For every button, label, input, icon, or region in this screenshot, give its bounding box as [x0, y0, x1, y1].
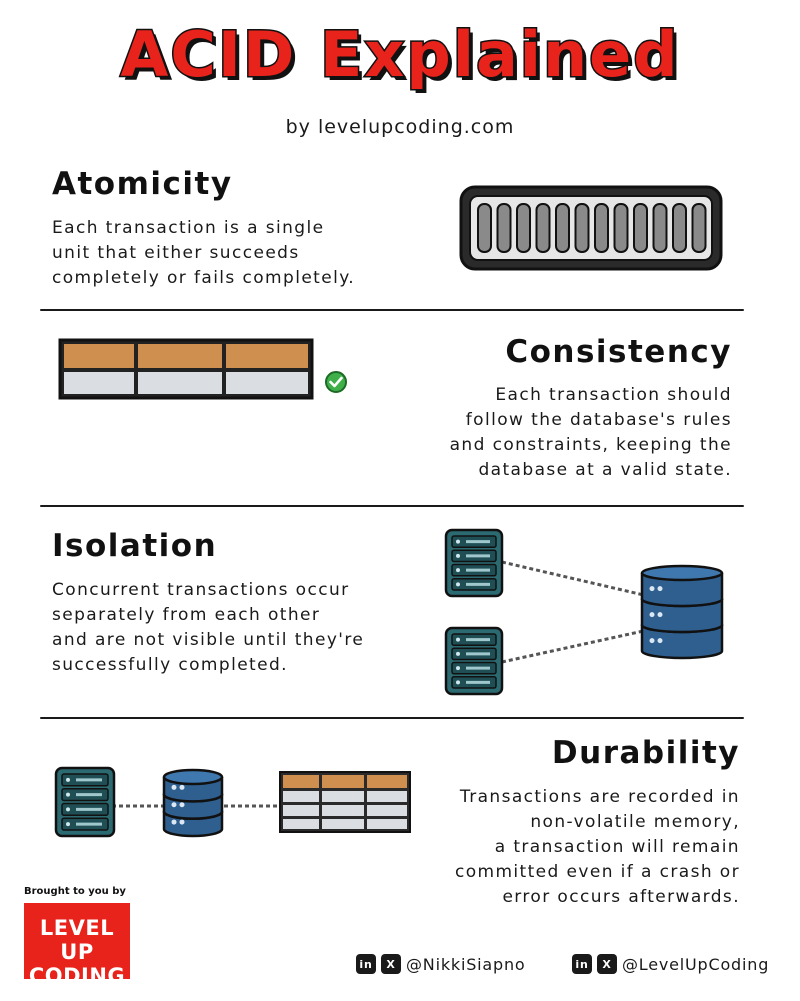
section-divider [40, 309, 744, 311]
durability-line: committed even if a crash or [454, 862, 740, 882]
progress-cell [691, 203, 707, 253]
durability-line: Transactions are recorded in [459, 787, 740, 807]
progress-cell [652, 203, 668, 253]
atomic-transaction-bar-illustration [459, 185, 723, 271]
progress-cell [516, 203, 531, 253]
consistency-table-illustration [58, 338, 347, 400]
linkedin-icon[interactable]: in [572, 954, 592, 974]
social-handle: @NikkiSiapno [406, 954, 526, 974]
section-divider [40, 717, 744, 719]
consistency-heading: Consistency [505, 334, 732, 370]
server-icon [444, 626, 504, 696]
progress-cell [477, 203, 492, 253]
progress-cell [672, 203, 687, 253]
brought-to-you-by-label: Brought to you by [24, 886, 126, 897]
isolation-line: successfully completed. [52, 655, 288, 675]
consistency-line: and constraints, keeping the [449, 435, 732, 455]
isolation-heading: Isolation [52, 528, 218, 564]
durability-line: non-volatile memory, [530, 812, 740, 832]
social-handle-levelupcoding: in X @LevelUpCoding [572, 954, 769, 974]
atomicity-line: unit that either succeeds [52, 243, 300, 263]
progress-cell [555, 203, 570, 253]
durability-description: Transactions are recorded in non-volatil… [455, 785, 740, 910]
durability-diagram [54, 766, 411, 838]
durable-table-icon [279, 771, 411, 833]
progress-cell [535, 203, 551, 253]
isolation-line: Concurrent transactions occur [52, 580, 350, 600]
progress-cell [594, 203, 609, 253]
durability-line: a transaction will remain [494, 837, 740, 857]
progress-cell [613, 203, 629, 253]
x-icon[interactable]: X [597, 954, 617, 974]
isolation-description: Concurrent transactions occur separately… [52, 578, 364, 678]
database-icon [162, 768, 224, 838]
section-divider [40, 505, 744, 507]
progress-cell [496, 203, 512, 253]
social-handle: @LevelUpCoding [622, 954, 770, 974]
level-up-coding-logo: LEVEL UP CODING [24, 903, 130, 988]
server-icon [54, 766, 116, 838]
logo-line: LEVEL UP [39, 916, 115, 964]
connection-line [501, 628, 649, 664]
atomicity-line: Each transaction is a single [52, 218, 325, 238]
isolation-line: and are not visible until they're [52, 630, 365, 650]
consistency-description: Each transaction should follow the datab… [450, 383, 732, 483]
progress-cell [574, 203, 590, 253]
check-icon [325, 371, 347, 393]
consistency-line: Each transaction should [495, 385, 732, 405]
byline: by levelupcoding.com [285, 116, 515, 138]
atomicity-description: Each transaction is a single unit that e… [52, 216, 355, 291]
atomicity-line: completely or fails completely. [52, 268, 356, 288]
isolation-diagram [444, 528, 724, 696]
linkedin-icon[interactable]: in [356, 954, 376, 974]
consistency-line: follow the database's rules [465, 410, 732, 430]
page-title: ACID Explained [119, 17, 680, 93]
connection-line [501, 560, 649, 598]
consistency-line: database at a valid state. [478, 460, 732, 480]
logo-line: CODING [28, 964, 126, 988]
x-icon[interactable]: X [381, 954, 401, 974]
durability-heading: Durability [551, 735, 740, 771]
durability-line: error occurs afterwards. [502, 887, 740, 907]
progress-cell [633, 203, 648, 253]
server-icon [444, 528, 504, 598]
atomicity-heading: Atomicity [52, 166, 233, 202]
isolation-line: separately from each other [52, 605, 321, 625]
database-icon [640, 564, 724, 660]
social-handle-nikki: in X @NikkiSiapno [356, 954, 525, 974]
